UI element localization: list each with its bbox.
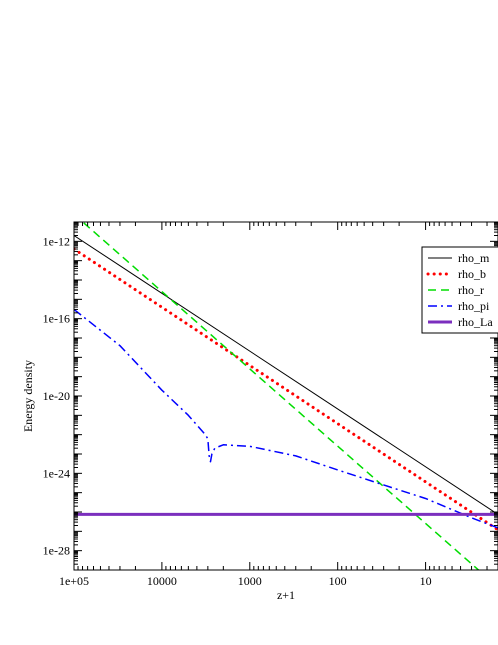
x-tick-label: 1000: [238, 574, 262, 588]
legend-label: rho_m: [458, 251, 490, 265]
y-axis-label: Energy density: [21, 360, 35, 432]
x-tick-label: 10: [420, 574, 432, 588]
y-tick-label: 1e-28: [43, 544, 70, 558]
series-line-rho-r: [81, 222, 480, 570]
legend-label: rho_La: [458, 315, 493, 329]
legend-label: rho_pi: [458, 299, 490, 313]
x-tick-label: 100: [329, 574, 347, 588]
x-axis-label: z+1: [277, 588, 295, 602]
series-line-rho-b: [74, 247, 498, 532]
x-tick-label: 10000: [147, 574, 177, 588]
legend-label: rho_r: [458, 283, 484, 297]
series-line-rho-pi: [74, 308, 498, 529]
y-tick-label: 1e-16: [43, 312, 70, 326]
y-tick-label: 1e-20: [43, 389, 70, 403]
y-tick-label: 1e-12: [43, 234, 70, 248]
chart-legend: rho_m rho_b rho_r rho_pi rho_La: [421, 246, 498, 334]
plot-marks: [74, 222, 498, 570]
series-line-rho-m: [74, 235, 498, 515]
y-axis-ticks: 1e-12 1e-16 1e-20 1e-24 1e-28: [43, 221, 498, 571]
x-tick-label: 1e+05: [59, 574, 89, 588]
y-tick-label: 1e-24: [43, 466, 70, 480]
x-axis-ticks: 1e+05 10000 1000 100 10: [59, 222, 488, 588]
legend-label: rho_b: [458, 267, 486, 281]
